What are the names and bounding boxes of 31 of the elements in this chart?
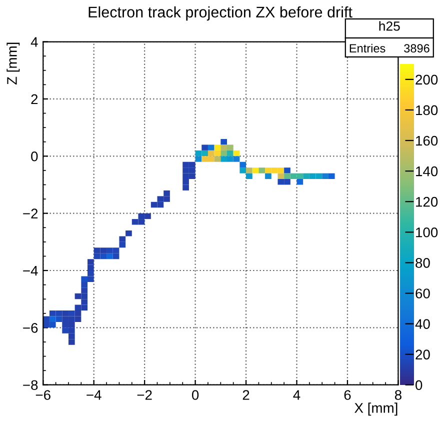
- text: 3896: [404, 44, 430, 53]
- y-tick-label: −6: [23, 323, 38, 333]
- y-tick-label: −8: [23, 380, 38, 390]
- color-bar-label: 140: [416, 166, 438, 176]
- annotation: Entries: [350, 44, 386, 53]
- x-tick-label: 6: [344, 390, 351, 400]
- color-bar-label: 120: [416, 196, 438, 207]
- color-bar-label: 0: [416, 380, 422, 390]
- y-axis-title: Z [mm]: [6, 42, 20, 85]
- color-bar-label: 20: [416, 350, 430, 360]
- x-tick-label: −4: [86, 390, 102, 400]
- x-tick-label: 8: [394, 390, 402, 400]
- x-tick-label: 4: [293, 390, 300, 400]
- color-bar-label: 200: [416, 74, 438, 85]
- color-bar-label: 60: [416, 288, 430, 298]
- color-bar-label: 180: [416, 105, 438, 116]
- color-bar-label: 80: [416, 258, 430, 268]
- chart-title: Electron track projection ZX before drift: [88, 6, 352, 21]
- y-tick-label: −4: [23, 266, 38, 276]
- text: h25: [379, 21, 400, 31]
- y-tick-label: 0: [31, 151, 38, 162]
- color-bar-label: 40: [415, 319, 430, 329]
- color-bar-label: 100: [416, 227, 438, 238]
- y-tick-label: 4: [30, 37, 38, 47]
- x-tick-label: −2: [137, 390, 152, 400]
- x-tick-label: 2: [242, 390, 250, 400]
- y-tick-label: 2: [31, 94, 38, 104]
- x-tick-label: 0: [192, 390, 199, 400]
- x-axis-title: X [mm]: [354, 402, 398, 416]
- color-bar-label: 160: [416, 136, 438, 146]
- y-tick-label: −2: [23, 208, 38, 218]
